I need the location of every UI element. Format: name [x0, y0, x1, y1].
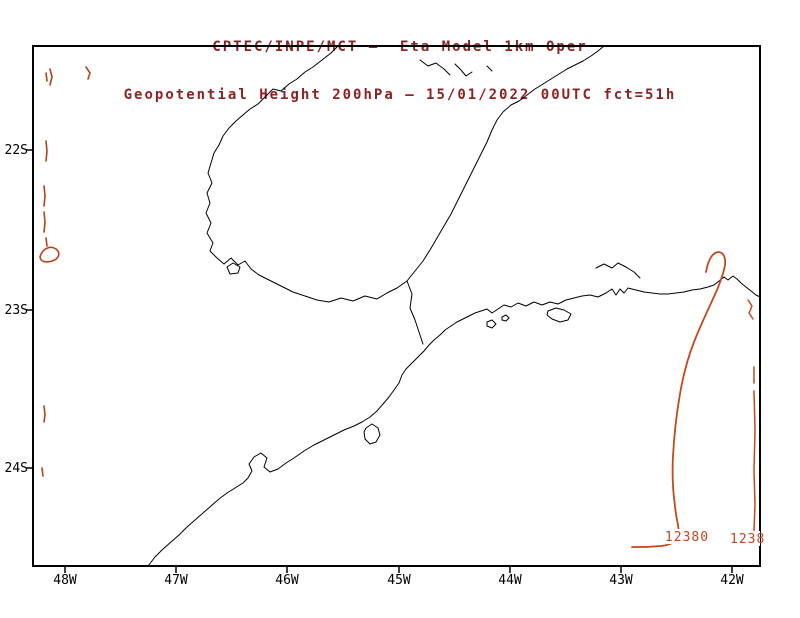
state-border-branch — [406, 280, 424, 345]
contour-fragment — [49, 68, 53, 86]
x-axis-ticks — [64, 566, 733, 573]
island-ilha-grande — [546, 307, 572, 323]
contour-labels: 12380 1238 — [660, 529, 765, 547]
river-squiggle — [454, 63, 473, 77]
river-squiggle — [486, 65, 493, 72]
contour-label-12380: 12380 — [665, 530, 709, 545]
x-axis-label-44w: 44W — [498, 573, 522, 588]
contour-right-edge-upper — [747, 299, 754, 320]
contour-fragment — [85, 66, 91, 80]
contour-fragment-loop — [39, 246, 60, 263]
contour-label-mask — [727, 531, 760, 546]
contour-label-1238: 1238 — [730, 532, 765, 547]
lagoon-squiggle — [595, 262, 641, 279]
river-squiggle — [419, 59, 451, 76]
x-axis-label-48w: 48W — [53, 573, 77, 588]
chart-title-line2: Geopotential Height 200hPa — 15/01/2022 … — [123, 87, 677, 103]
contour-fragment — [43, 405, 46, 423]
y-axis-labels: 22S 23S 24S — [5, 143, 28, 476]
plot-frame — [32, 45, 761, 567]
y-axis-label-22s: 22S — [5, 143, 28, 158]
state-border-loop — [226, 262, 241, 275]
coastline-layer — [147, 45, 761, 567]
x-axis-label-45w: 45W — [387, 573, 411, 588]
chart-title: CPTEC/INPE/MCT — Eta Model 1km Oper Geop… — [0, 7, 800, 135]
contour-fragment — [43, 185, 46, 207]
contour-fragment — [45, 72, 48, 82]
contour-fragment — [43, 211, 46, 233]
y-axis-ticks — [26, 149, 33, 469]
x-axis-label-43w: 43W — [609, 573, 633, 588]
small-island — [486, 319, 497, 329]
contour-right-edge-path — [752, 390, 756, 544]
contour-fragment — [45, 237, 48, 247]
y-axis-label-24s: 24S — [5, 461, 28, 476]
contour-fragment — [45, 140, 48, 162]
x-axis-label-46w: 46W — [275, 573, 299, 588]
island-ilhabela — [363, 423, 381, 445]
state-border-path — [205, 45, 605, 303]
contour-fragment — [41, 467, 44, 477]
x-axis-label-47w: 47W — [164, 573, 188, 588]
small-island — [501, 314, 510, 322]
x-axis-labels: 48W 47W 46W 45W 44W 43W 42W — [53, 573, 744, 588]
contour-12380-path — [631, 251, 727, 548]
contour-label-mask — [660, 529, 714, 544]
y-axis-label-23s: 23S — [5, 303, 28, 318]
coastline-path — [147, 275, 761, 567]
x-axis-label-42w: 42W — [720, 573, 744, 588]
contour-layer — [39, 66, 756, 548]
